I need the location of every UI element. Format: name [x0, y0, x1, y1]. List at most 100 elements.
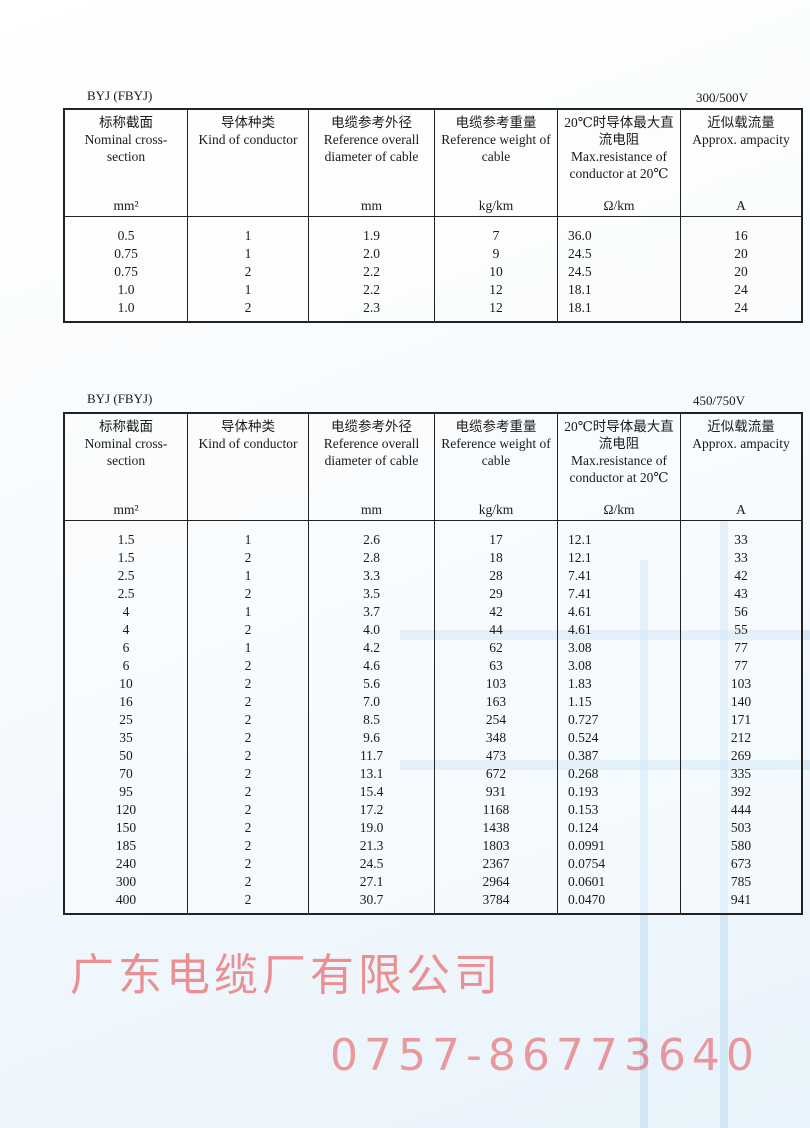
- table-cell: 12.1: [557, 549, 681, 567]
- table-cell: 473: [434, 747, 558, 765]
- table-cell: 0.0991: [557, 837, 681, 855]
- table-row: 6 2 4.6 63 3.08 77: [64, 657, 802, 675]
- table-cell: 2: [187, 819, 309, 837]
- table-cell: 50: [119, 748, 133, 763]
- table-cell: 2: [187, 783, 309, 801]
- table-cell: 4: [122, 604, 130, 619]
- table-cell: 2: [187, 873, 309, 891]
- table-cell: 13.1: [308, 765, 435, 783]
- table-cell: 0.153: [557, 801, 681, 819]
- table-row: 1.0 1 2.2 12 18.1 24: [64, 281, 802, 299]
- header-unit: Ω/km: [603, 502, 635, 517]
- column-header-content: 近似载流量 Approx. ampacity A: [683, 418, 799, 518]
- table-cell: 8.5: [308, 711, 435, 729]
- column-header: 电缆参考重量 Reference weight of cable kg/km: [434, 413, 558, 521]
- table-cell: 1: [187, 603, 309, 621]
- table-cell: 672: [434, 765, 558, 783]
- table-cell: 42: [434, 603, 558, 621]
- table-cell: 103: [680, 675, 802, 693]
- table-cell: 2: [187, 263, 309, 281]
- column-header: 标称截面 Nominal cross-section mm²: [64, 413, 188, 521]
- table-cell: 2.0: [308, 245, 435, 263]
- table-row: 400 2 30.7 3784 0.0470 941: [64, 891, 802, 914]
- table-cell: 25: [119, 712, 133, 727]
- watermark-company: 广东电缆厂有限公司: [70, 950, 502, 1001]
- table-cell: 931: [434, 783, 558, 801]
- header-zh: 电缆参考外径: [331, 115, 412, 130]
- table-cell: 2: [187, 729, 309, 747]
- header-zh: 导体种类: [221, 419, 275, 434]
- table-cell: 392: [680, 783, 802, 801]
- table-cell: 4.2: [308, 639, 435, 657]
- table-cell: 24.5: [557, 263, 681, 281]
- header-en: Reference overall diameter of cable: [323, 436, 420, 468]
- column-header-content: 电缆参考外径 Reference overall diameter of cabl…: [311, 114, 432, 214]
- table-cell: 5.6: [308, 675, 435, 693]
- table-1-voltage: 300/500V: [696, 90, 748, 105]
- table-cell: 95: [119, 784, 133, 799]
- table-cell: 6: [122, 640, 130, 655]
- table-cell: 21.3: [308, 837, 435, 855]
- header-zh: 近似载流量: [707, 419, 775, 434]
- table-cell: 35: [119, 730, 133, 745]
- table-cell: 18.1: [557, 299, 681, 322]
- table-2-model: BYJ (FBYJ): [87, 391, 153, 406]
- table-cell: 7.41: [557, 585, 681, 603]
- table-cell: 0.75: [114, 264, 138, 279]
- table-cell: 10: [434, 263, 558, 281]
- table-row: 6 1 4.2 62 3.08 77: [64, 639, 802, 657]
- table-row: 2.5 2 3.5 29 7.41 43: [64, 585, 802, 603]
- table-cell: 1438: [434, 819, 558, 837]
- column-header-content: 电缆参考外径 Reference overall diameter of cabl…: [311, 418, 432, 518]
- table-row: 10 2 5.6 103 1.83 103: [64, 675, 802, 693]
- table-cell: 1: [187, 520, 309, 549]
- table-cell: 7: [434, 216, 558, 245]
- table-cell: 0.5: [117, 228, 135, 243]
- header-unit: mm: [360, 198, 382, 213]
- header-en: Kind of conductor: [198, 436, 298, 451]
- header-zh: 标称截面: [99, 419, 153, 434]
- table-cell: 36.0: [557, 216, 681, 245]
- table-cell: 56: [680, 603, 802, 621]
- table-cell: 15.4: [308, 783, 435, 801]
- table-cell: 2: [187, 801, 309, 819]
- table-cell: 4: [122, 622, 130, 637]
- table-cell: 2.6: [308, 520, 435, 549]
- table-cell: 2.2: [308, 263, 435, 281]
- table-cell: 335: [680, 765, 802, 783]
- table-cell: 0.75: [114, 246, 138, 261]
- table-cell: 150: [115, 820, 137, 835]
- column-header-content: 20℃时导体最大直流电阻 Max.resistance of conductor …: [560, 114, 678, 214]
- table-cell: 171: [680, 711, 802, 729]
- table-cell: 212: [680, 729, 802, 747]
- column-header: 标称截面 Nominal cross-section mm²: [64, 109, 188, 217]
- table-cell: 0.0470: [557, 891, 681, 914]
- table-cell: 9.6: [308, 729, 435, 747]
- table-cell: 1.5: [117, 550, 135, 565]
- table-cell: 2: [187, 693, 309, 711]
- table-cell: 0.524: [557, 729, 681, 747]
- table-cell: 3.7: [308, 603, 435, 621]
- table-cell: 20: [680, 263, 802, 281]
- table-2-voltage: 450/750V: [693, 393, 745, 408]
- header-en: Reference weight of cable: [441, 436, 551, 468]
- table-cell: 3.3: [308, 567, 435, 585]
- header-en: Approx. ampacity: [692, 436, 790, 451]
- table-cell: 140: [680, 693, 802, 711]
- header-zh: 20℃时导体最大直流电阻: [564, 115, 674, 147]
- column-header: 20℃时导体最大直流电阻 Max.resistance of conductor …: [557, 413, 681, 521]
- table-cell: 0.193: [557, 783, 681, 801]
- table-cell: 1.83: [557, 675, 681, 693]
- table-cell: 2.3: [308, 299, 435, 322]
- table-cell: 0.0754: [557, 855, 681, 873]
- table-cell: 2.5: [117, 586, 135, 601]
- table-cell: 30.7: [308, 891, 435, 914]
- table-cell: 33: [680, 520, 802, 549]
- table-cell: 12: [434, 281, 558, 299]
- table-cell: 2: [187, 549, 309, 567]
- table-cell: 444: [680, 801, 802, 819]
- table-cell: 1: [187, 216, 309, 245]
- header-unit: A: [736, 198, 746, 213]
- header-zh: 电缆参考重量: [455, 419, 537, 434]
- table-cell: 2: [187, 765, 309, 783]
